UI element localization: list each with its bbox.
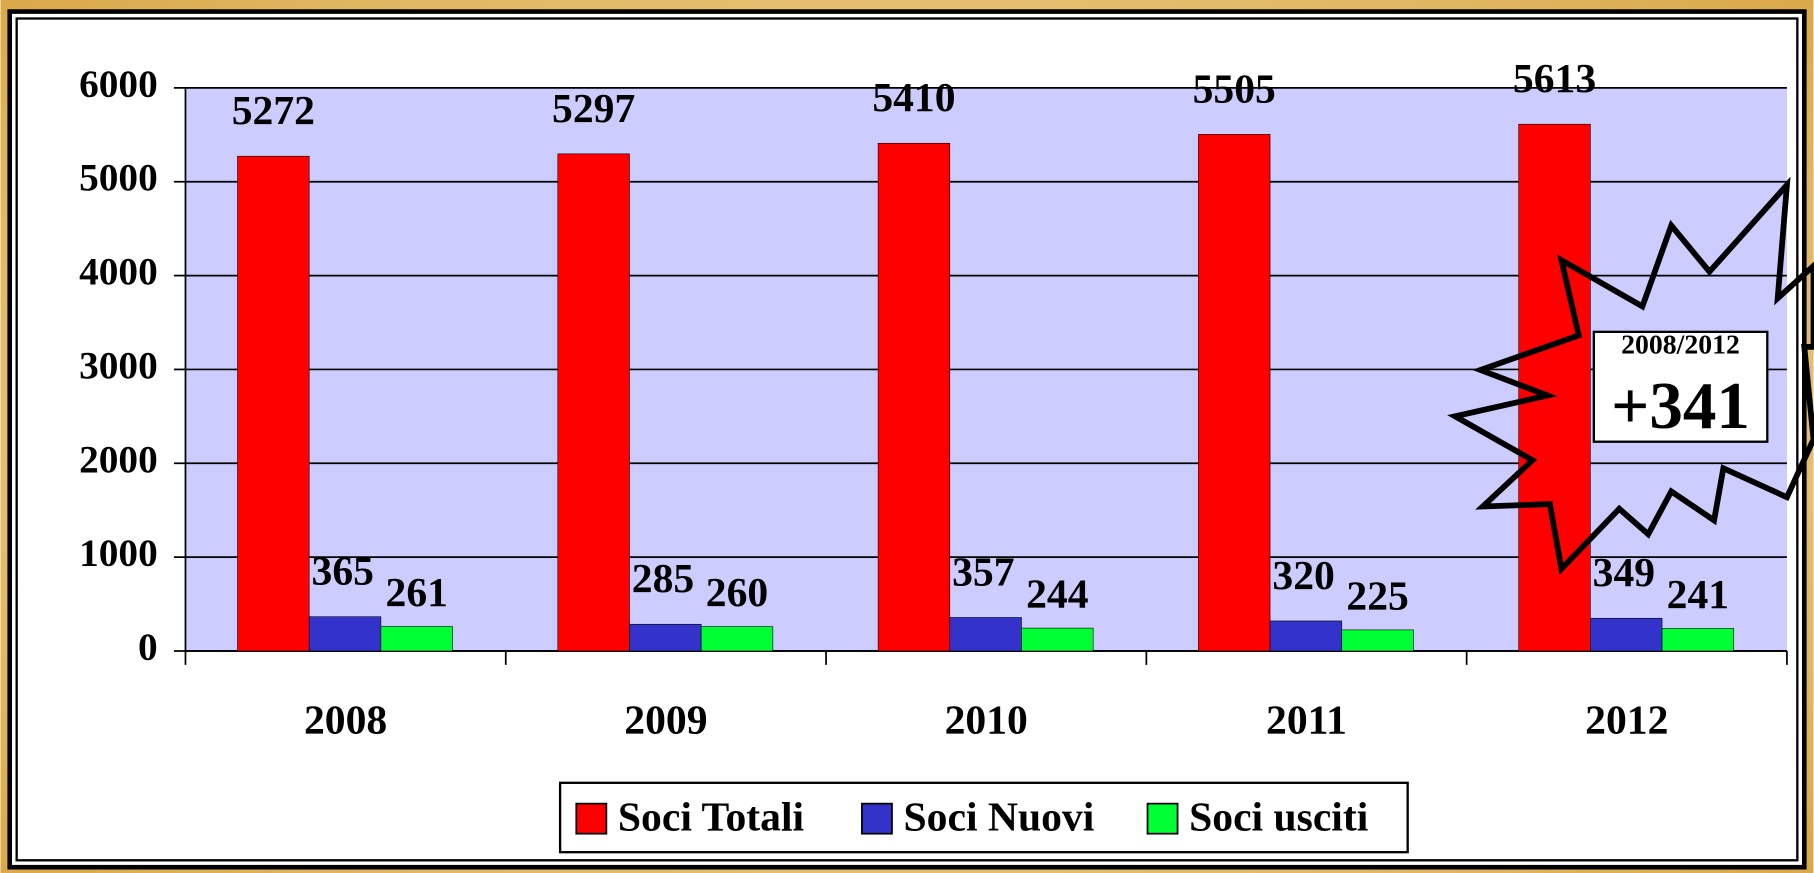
x-tick-label: 2008 (304, 697, 387, 743)
annotation-period: 2008/2012 (1621, 329, 1740, 360)
data-label: 5410 (872, 75, 955, 121)
x-tick-label: 2009 (624, 697, 707, 743)
bar (1661, 628, 1735, 652)
x-tick-label: 2010 (945, 697, 1028, 743)
bar (557, 153, 630, 652)
data-label: 244 (1026, 572, 1089, 618)
legend-label: Soci Totali (618, 795, 804, 841)
legend-label: Soci Nuovi (904, 795, 1095, 841)
bar (237, 155, 310, 652)
legend-swatch (861, 802, 893, 835)
data-label: 320 (1272, 553, 1334, 599)
bar (877, 142, 951, 652)
data-label: 349 (1593, 550, 1655, 596)
bar (949, 617, 1022, 652)
annotation-text: +341 (1611, 368, 1750, 443)
bar (380, 626, 453, 652)
legend-label: Soci usciti (1189, 795, 1368, 841)
bar (1341, 629, 1414, 652)
y-tick-label: 5000 (79, 156, 158, 200)
y-tick-label: 3000 (79, 343, 158, 387)
annotation-box (1592, 330, 1769, 443)
plot: 0 1000 2000 3000 4000 5000 6000 2008 2009 2010 201… (79, 56, 1788, 743)
data-label: 285 (632, 556, 694, 602)
bar (629, 623, 702, 652)
bar (1269, 620, 1343, 652)
data-label: 365 (312, 549, 374, 595)
bar (700, 626, 774, 652)
legend-items: Soci Totali Soci Nuovi Soci usciti (575, 795, 1368, 841)
bar (1021, 627, 1094, 652)
y-tick-label: 4000 (79, 250, 158, 294)
starburst (1447, 176, 1814, 575)
legend-swatch (1146, 802, 1179, 835)
data-label: 357 (952, 549, 1014, 595)
y-tick-label: 2000 (79, 437, 158, 481)
data-label: 260 (706, 570, 768, 616)
data-label: 5272 (232, 88, 315, 134)
y-tick-label: 6000 (79, 62, 158, 106)
y-tick-label: 1000 (79, 531, 158, 575)
data-label: 5505 (1193, 66, 1276, 112)
panel-border (15, 17, 1799, 862)
data-label: 241 (1667, 572, 1729, 618)
data-label: 261 (386, 570, 448, 616)
annotation: 2008/2012 +341 (1447, 176, 1814, 575)
data-label: 5613 (1513, 56, 1596, 102)
bar (308, 616, 382, 652)
legend (558, 781, 1409, 854)
bar (1198, 134, 1271, 652)
x-tick-label: 2011 (1266, 697, 1347, 743)
data-label: 225 (1346, 573, 1408, 619)
y-tick-label: 0 (138, 625, 158, 669)
bar (1590, 617, 1663, 652)
legend-swatch (575, 802, 608, 835)
x-tick-label: 2012 (1585, 697, 1668, 743)
data-label: 5297 (552, 86, 635, 132)
